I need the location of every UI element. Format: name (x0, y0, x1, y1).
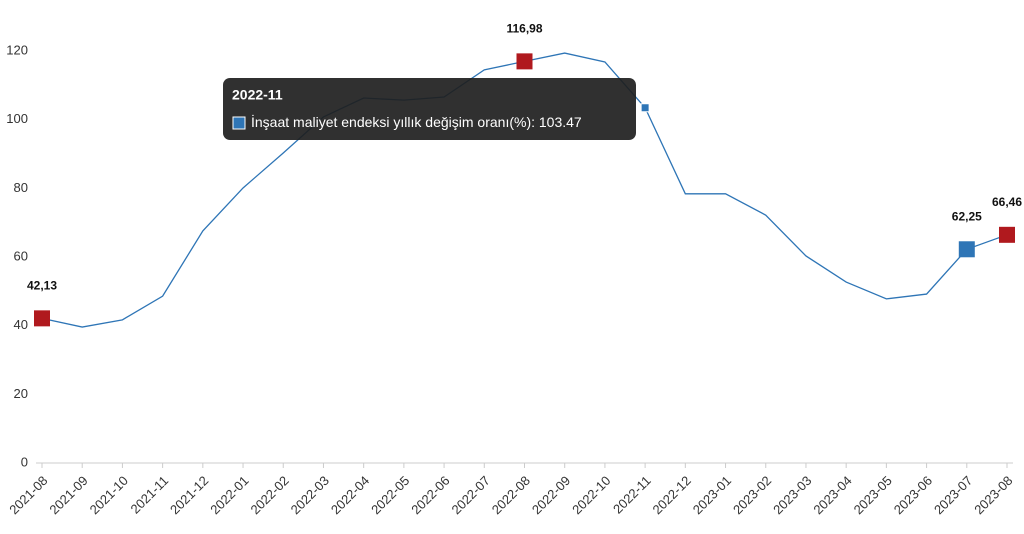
x-tick-label: 2023-08 (971, 473, 1015, 517)
tooltip-swatch (232, 116, 246, 130)
value-label: 62,25 (952, 209, 982, 223)
value-label: 116,98 (506, 22, 542, 36)
x-tick-label: 2022-03 (288, 473, 332, 517)
x-tick-label: 2022-09 (529, 473, 573, 517)
x-tick-label: 2023-05 (851, 473, 895, 517)
x-tick-label: 2023-07 (931, 473, 975, 517)
x-tick-label: 2022-05 (368, 473, 412, 517)
x-tick-label: 2022-02 (247, 473, 291, 517)
x-tick-label: 2021-10 (87, 473, 131, 517)
x-tick-label: 2023-02 (730, 473, 774, 517)
point-marker (999, 226, 1015, 243)
x-tick-label: 2022-04 (328, 473, 372, 517)
x-tick-label: 2023-06 (891, 473, 935, 517)
value-label: 66,46 (992, 195, 1022, 209)
tooltip-series: İnşaat maliyet endeksi yıllık değişim or… (251, 113, 531, 130)
x-tick-label: 2022-12 (650, 473, 694, 517)
x-tick-label: 2023-01 (690, 473, 734, 517)
value-label: 42,13 (27, 279, 57, 293)
y-tick-label: 0 (21, 454, 28, 469)
point-marker (958, 241, 975, 258)
x-tick-label: 2023-04 (810, 473, 854, 517)
x-tick-label: 2022-07 (448, 473, 492, 517)
point-marker (516, 53, 533, 70)
tooltip-sep: : (531, 114, 539, 130)
x-tick-label: 2022-06 (408, 473, 452, 517)
x-tick-label: 2022-01 (207, 473, 251, 517)
y-tick-label: 100 (6, 111, 28, 126)
x-tick-label: 2021-08 (6, 473, 50, 517)
tooltip-text: İnşaat maliyet endeksi yıllık değişim or… (251, 113, 582, 130)
tooltip-title: 2022-11 (232, 87, 283, 103)
x-tick-label: 2022-11 (610, 473, 654, 517)
y-tick-label: 40 (14, 317, 28, 332)
x-tick-label: 2022-08 (489, 473, 533, 517)
tooltip: 2022-11 İnşaat maliyet endeksi yıllık değ… (223, 78, 636, 140)
point-marker (34, 310, 50, 327)
y-tick-label: 80 (14, 180, 28, 195)
hover-marker (640, 103, 650, 113)
x-tick-label: 2021-12 (167, 473, 211, 517)
x-tick-label: 2021-11 (128, 473, 172, 517)
tooltip-value: 103.47 (539, 114, 582, 130)
y-tick-label: 20 (14, 386, 28, 401)
x-tick-label: 2021-09 (46, 473, 90, 517)
y-tick-label: 60 (14, 248, 28, 263)
y-tick-label: 120 (6, 42, 28, 57)
x-tick-label: 2022-10 (569, 473, 613, 517)
tooltip-box (223, 78, 636, 140)
x-tick-label: 2023-03 (770, 473, 814, 517)
